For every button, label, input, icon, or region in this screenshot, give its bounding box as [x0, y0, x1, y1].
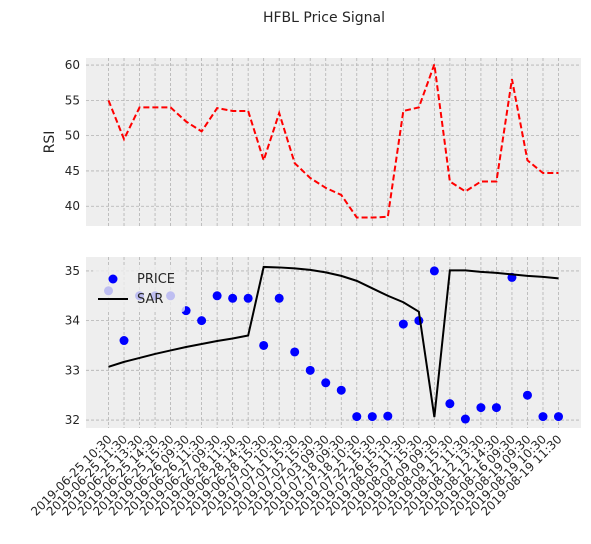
point	[305, 365, 315, 375]
y-axis-label: RSI	[42, 131, 58, 154]
plot-area	[86, 58, 581, 226]
point	[352, 412, 362, 422]
point	[197, 316, 207, 326]
point	[554, 412, 563, 422]
legend-label: PRICE	[137, 272, 175, 287]
point	[321, 378, 331, 388]
point	[119, 336, 129, 346]
y-tick-label: 32	[65, 413, 80, 427]
point	[460, 414, 470, 424]
y-tick-label: 60	[65, 58, 80, 72]
point	[398, 319, 408, 329]
line	[107, 64, 559, 219]
chart-title: HFBL Price Signal	[263, 10, 385, 26]
point	[336, 385, 346, 395]
line	[108, 265, 559, 418]
point	[429, 266, 439, 276]
y-tick-label: 55	[65, 93, 80, 107]
point	[538, 412, 548, 422]
point	[522, 390, 532, 400]
legend-label: SAR	[137, 292, 163, 307]
point	[259, 340, 269, 350]
y-tick-label: 33	[65, 363, 80, 377]
y-tick-label: 40	[65, 199, 80, 213]
legend: PRICE SAR	[93, 266, 185, 312]
point	[476, 403, 486, 413]
point	[243, 293, 253, 303]
point	[383, 411, 393, 421]
point	[228, 293, 238, 303]
point	[212, 291, 222, 301]
y-tick-label: 34	[65, 314, 80, 328]
point	[491, 403, 501, 413]
point	[290, 347, 300, 357]
point	[274, 293, 284, 303]
y-tick-label: 50	[65, 129, 80, 143]
point	[367, 412, 377, 422]
point	[445, 399, 455, 409]
y-tick-label: 45	[65, 164, 80, 178]
legend-swatch	[108, 274, 118, 284]
y-tick-label: 35	[65, 264, 80, 278]
